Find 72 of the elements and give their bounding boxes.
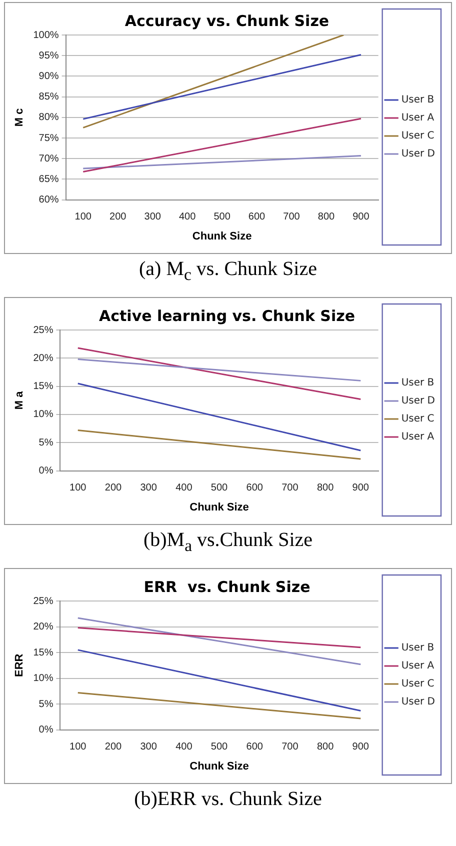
x-tick-label: 900 xyxy=(352,742,370,753)
y-tick-label: 100% xyxy=(33,30,59,41)
x-tick-label: 100 xyxy=(74,212,92,223)
y-tick-label: 25% xyxy=(33,596,54,607)
y-tick-label: 5% xyxy=(38,437,54,448)
legend-label: User A xyxy=(401,432,434,443)
chart-title: Active learning vs. Chunk Size xyxy=(99,306,355,325)
x-tick-label: 700 xyxy=(282,742,299,753)
x-axis-title: Chunk Size xyxy=(192,230,252,242)
legend-label: User C xyxy=(401,678,434,690)
x-tick-label: 200 xyxy=(104,482,122,494)
y-tick-label: 70% xyxy=(38,153,59,164)
legend-label: User D xyxy=(401,396,436,407)
chart-title: Accuracy vs. Chunk Size xyxy=(124,12,330,30)
y-tick-label: 15% xyxy=(33,647,54,658)
x-tick-label: 800 xyxy=(316,482,334,494)
y-tick-label: 15% xyxy=(33,381,54,392)
legend-label: User A xyxy=(401,112,434,124)
legend-label: User D xyxy=(401,148,436,160)
x-tick-label: 200 xyxy=(104,742,122,753)
y-tick-label: 65% xyxy=(38,174,59,185)
y-tick-label: 90% xyxy=(38,70,59,82)
y-tick-label: 10% xyxy=(33,409,54,420)
legend-label: User B xyxy=(401,642,434,654)
legend-label: User B xyxy=(401,378,434,389)
legend-label: User C xyxy=(401,414,434,425)
y-tick-label: 95% xyxy=(38,50,59,62)
y-axis-title: ERR xyxy=(14,654,26,678)
x-tick-label: 400 xyxy=(176,482,193,494)
y-tick-label: 60% xyxy=(38,194,59,206)
x-tick-label: 600 xyxy=(246,482,264,494)
legend-label: User C xyxy=(401,130,434,142)
x-tick-label: 300 xyxy=(140,742,158,753)
y-tick-label: 5% xyxy=(38,698,54,710)
x-tick-label: 800 xyxy=(318,212,336,223)
chart-title: ERR vs. Chunk Size xyxy=(144,578,310,596)
y-tick-label: 20% xyxy=(33,622,54,633)
x-tick-label: 700 xyxy=(283,212,300,223)
x-tick-label: 600 xyxy=(248,212,266,223)
x-tick-label: 400 xyxy=(178,212,196,223)
x-axis-title: Chunk Size xyxy=(190,760,249,772)
y-tick-label: 0% xyxy=(38,466,54,477)
x-tick-label: 200 xyxy=(110,212,127,223)
x-tick-label: 600 xyxy=(246,742,264,753)
x-axis-title: Chunk Size xyxy=(190,501,249,514)
y-axis-title: M a xyxy=(14,390,26,410)
x-tick-label: 800 xyxy=(316,742,334,753)
y-tick-label: 20% xyxy=(33,352,54,364)
x-tick-label: 300 xyxy=(144,212,162,223)
y-tick-label: 80% xyxy=(38,112,59,124)
x-tick-label: 700 xyxy=(282,482,299,494)
x-tick-label: 400 xyxy=(176,742,193,753)
x-tick-label: 100 xyxy=(70,482,87,494)
x-tick-label: 500 xyxy=(210,482,228,494)
text: (a) M$_{c}$ vs. Chunk Size xyxy=(138,258,318,285)
y-tick-label: 10% xyxy=(33,673,54,684)
text: (b)ERR vs. Chunk Size xyxy=(133,788,323,811)
legend-label: User D xyxy=(401,696,436,708)
legend-label: User A xyxy=(401,660,434,672)
y-tick-label: 25% xyxy=(33,324,54,336)
x-tick-label: 100 xyxy=(70,742,87,753)
text: (b)M$_{a}$ vs.Chunk Size xyxy=(142,529,314,556)
legend-label: User B xyxy=(401,94,434,106)
y-axis-title: M c xyxy=(14,108,26,127)
x-tick-label: 900 xyxy=(352,482,370,494)
y-tick-label: 85% xyxy=(38,92,59,103)
x-tick-label: 900 xyxy=(352,212,370,223)
y-tick-label: 75% xyxy=(38,132,59,144)
x-tick-label: 500 xyxy=(214,212,231,223)
y-tick-label: 0% xyxy=(38,724,54,736)
x-tick-label: 500 xyxy=(210,742,228,753)
x-tick-label: 300 xyxy=(140,482,158,494)
